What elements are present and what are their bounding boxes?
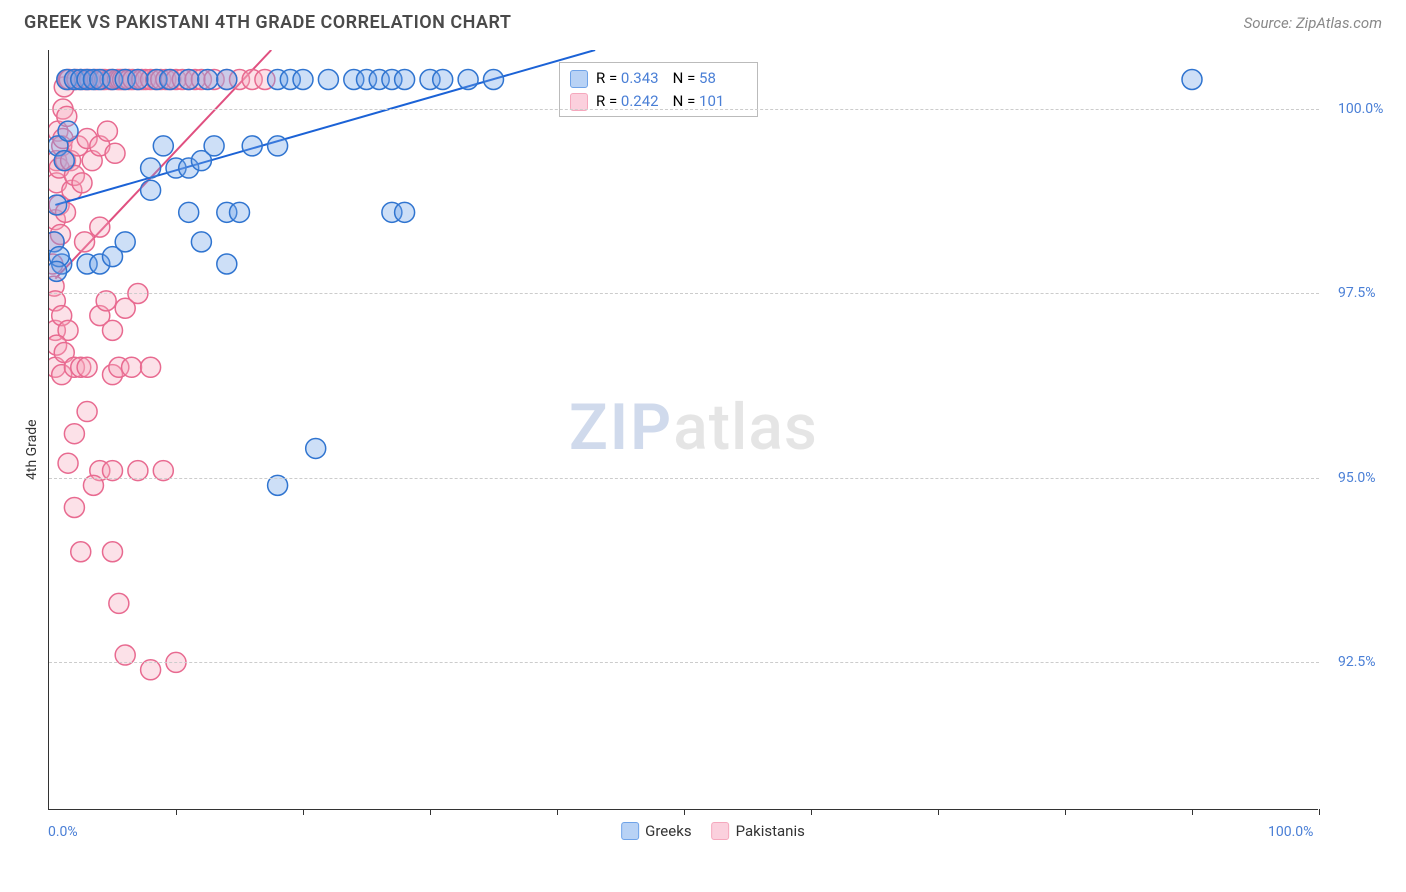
data-point-pakistanis bbox=[77, 357, 97, 377]
n-label: N = bbox=[673, 92, 699, 110]
y-axis-title: 4th Grade bbox=[24, 419, 40, 480]
data-point-greeks bbox=[242, 136, 262, 156]
scatter-svg bbox=[49, 50, 1319, 810]
data-point-pakistanis bbox=[103, 542, 123, 562]
data-point-greeks bbox=[230, 202, 250, 222]
info-swatch bbox=[570, 70, 588, 88]
tick-bottom bbox=[1192, 809, 1193, 815]
x-tick-label: 100.0% bbox=[1268, 824, 1313, 840]
data-point-pakistanis bbox=[64, 497, 84, 517]
n-label: N = bbox=[673, 69, 699, 87]
data-point-pakistanis bbox=[58, 453, 78, 473]
data-point-greeks bbox=[293, 70, 313, 90]
data-point-greeks bbox=[484, 70, 504, 90]
data-point-greeks bbox=[433, 70, 453, 90]
tick-bottom bbox=[303, 809, 304, 815]
chart-source: Source: ZipAtlas.com bbox=[1244, 14, 1382, 32]
plot-area: ZIPatlas R = 0.343 N = 58R = 0.242 N = 1… bbox=[48, 50, 1318, 810]
n-value: 58 bbox=[699, 67, 747, 90]
legend-swatch bbox=[712, 822, 730, 840]
chart-title: GREEK VS PAKISTANI 4TH GRADE CORRELATION… bbox=[24, 12, 512, 33]
legend-item-pakistanis: Pakistanis bbox=[712, 820, 805, 842]
data-point-pakistanis bbox=[97, 121, 117, 141]
data-point-pakistanis bbox=[77, 402, 97, 422]
tick-bottom bbox=[557, 809, 558, 815]
data-point-greeks bbox=[204, 136, 224, 156]
data-point-greeks bbox=[179, 202, 199, 222]
data-point-greeks bbox=[179, 70, 199, 90]
data-point-pakistanis bbox=[109, 593, 129, 613]
info-swatch bbox=[570, 93, 588, 111]
r-value: 0.343 bbox=[621, 67, 669, 90]
tick-bottom bbox=[1319, 809, 1320, 815]
data-point-greeks bbox=[128, 70, 148, 90]
data-point-greeks bbox=[49, 261, 67, 281]
data-point-greeks bbox=[58, 121, 78, 141]
info-row: R = 0.343 N = 58 bbox=[570, 67, 747, 90]
data-point-pakistanis bbox=[141, 357, 161, 377]
data-point-greeks bbox=[318, 70, 338, 90]
r-label: R = bbox=[596, 69, 621, 87]
data-point-greeks bbox=[217, 70, 237, 90]
tick-bottom bbox=[1065, 809, 1066, 815]
data-point-pakistanis bbox=[103, 320, 123, 340]
y-tick-label: 92.5% bbox=[1338, 654, 1376, 670]
legend-swatch bbox=[621, 822, 639, 840]
legend-item-greeks: Greeks bbox=[621, 820, 691, 842]
data-point-greeks bbox=[395, 202, 415, 222]
legend-label: Pakistanis bbox=[736, 822, 805, 840]
data-point-greeks bbox=[1182, 70, 1202, 90]
data-point-greeks bbox=[191, 232, 211, 252]
data-point-pakistanis bbox=[75, 232, 95, 252]
data-point-greeks bbox=[395, 70, 415, 90]
gridline-h bbox=[49, 662, 1319, 663]
tick-bottom bbox=[938, 809, 939, 815]
data-point-greeks bbox=[49, 195, 67, 215]
gridline-h bbox=[49, 293, 1319, 294]
data-point-pakistanis bbox=[105, 143, 125, 163]
data-point-pakistanis bbox=[72, 173, 92, 193]
tick-bottom bbox=[430, 809, 431, 815]
gridline-h bbox=[49, 478, 1319, 479]
data-point-greeks bbox=[54, 151, 74, 171]
data-point-pakistanis bbox=[90, 217, 110, 237]
y-tick-label: 95.0% bbox=[1338, 470, 1376, 486]
data-point-greeks bbox=[458, 70, 478, 90]
data-point-greeks bbox=[141, 180, 161, 200]
tick-bottom bbox=[684, 809, 685, 815]
x-tick-label: 0.0% bbox=[48, 824, 78, 840]
data-point-greeks bbox=[141, 158, 161, 178]
data-point-greeks bbox=[198, 70, 218, 90]
data-point-greeks bbox=[268, 136, 288, 156]
tick-bottom bbox=[811, 809, 812, 815]
data-point-pakistanis bbox=[64, 424, 84, 444]
tick-bottom bbox=[176, 809, 177, 815]
data-point-pakistanis bbox=[71, 542, 91, 562]
data-point-greeks bbox=[153, 136, 173, 156]
legend-label: Greeks bbox=[645, 822, 691, 840]
data-point-greeks bbox=[160, 70, 180, 90]
data-point-greeks bbox=[306, 438, 326, 458]
y-tick-label: 100.0% bbox=[1338, 101, 1383, 117]
data-point-pakistanis bbox=[122, 357, 142, 377]
legend: Greeks Pakistanis bbox=[611, 820, 815, 842]
data-point-greeks bbox=[217, 254, 237, 274]
gridline-h bbox=[49, 109, 1319, 110]
chart-container: 4th Grade ZIPatlas R = 0.343 N = 58R = 0… bbox=[48, 50, 1378, 840]
data-point-greeks bbox=[115, 232, 135, 252]
r-label: R = bbox=[596, 92, 621, 110]
y-tick-label: 97.5% bbox=[1338, 285, 1376, 301]
